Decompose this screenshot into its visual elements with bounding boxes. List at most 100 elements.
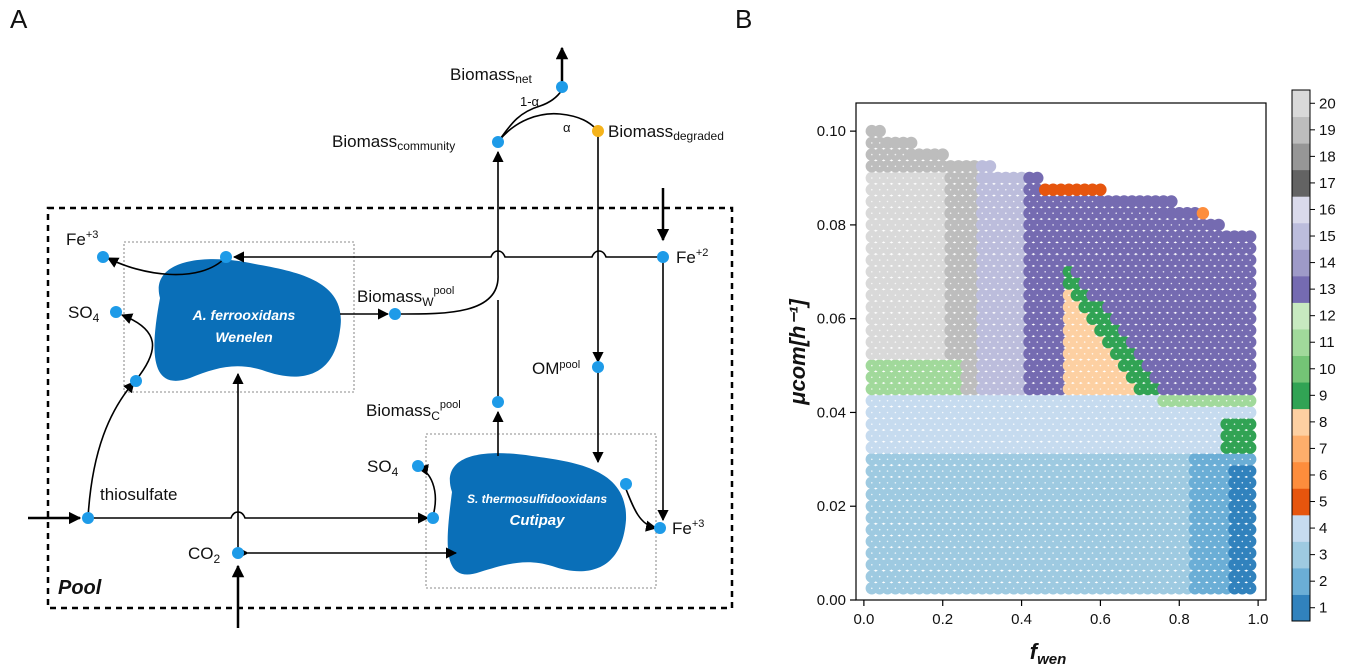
sample-marker [1115, 329, 1117, 332]
sample-marker [1123, 493, 1125, 496]
sample-marker [878, 271, 881, 273]
sample-marker [878, 200, 881, 203]
sample-marker [1249, 505, 1251, 508]
sample-marker [1170, 505, 1173, 508]
community-to-net-edge [497, 89, 563, 143]
sample-marker [1052, 200, 1054, 203]
sample-marker [894, 458, 897, 461]
sample-marker [1194, 329, 1196, 332]
sample-marker [1225, 282, 1228, 285]
sample-marker [1005, 458, 1007, 461]
sample-marker [1146, 259, 1149, 261]
sample-marker [910, 493, 912, 496]
sample-marker [910, 540, 912, 543]
sample-marker [965, 552, 968, 554]
sample-marker [989, 376, 991, 379]
sample-marker [902, 575, 905, 578]
sample-marker [1012, 505, 1015, 508]
fe3-right-node [654, 522, 666, 534]
sample-marker [1052, 212, 1054, 214]
sample-marker [1186, 446, 1188, 449]
sample-marker [1194, 317, 1196, 320]
sample-marker [941, 435, 944, 437]
heatmap-point [1212, 218, 1225, 232]
colorbar-swatch [1292, 249, 1310, 277]
sample-marker [871, 153, 873, 156]
sample-marker [886, 470, 889, 472]
sample-marker [1217, 294, 1220, 297]
sample-marker [1083, 517, 1086, 519]
sample-marker [989, 388, 991, 390]
sample-marker [941, 341, 944, 343]
sample-marker [1099, 282, 1102, 285]
sample-marker [1170, 528, 1173, 531]
sample-marker [1131, 388, 1133, 390]
sample-marker [871, 505, 873, 508]
sample-marker [1052, 341, 1054, 343]
sample-marker [1083, 411, 1086, 414]
colorbar-tick-label: 19 [1319, 122, 1336, 139]
sample-marker [910, 212, 912, 214]
sample-marker [1233, 388, 1236, 390]
sample-marker [1186, 353, 1188, 355]
sample-marker [1020, 540, 1023, 543]
sample-marker [1249, 575, 1251, 578]
sample-marker [1060, 446, 1062, 449]
colorbar-swatch [1292, 116, 1310, 144]
colorbar-swatch [1292, 169, 1310, 197]
sample-marker [1076, 399, 1078, 402]
chart-plot: 0.0 0.2 0.4 0.6 0.8 1.00.000.020.040.060.080.… [785, 102, 1269, 668]
sample-marker [1099, 446, 1102, 449]
sample-marker [871, 235, 873, 238]
sample-marker [997, 458, 999, 461]
sample-marker [1076, 517, 1078, 519]
sample-marker [1139, 294, 1141, 297]
sample-marker [965, 528, 968, 531]
sample-marker [878, 364, 881, 367]
sample-marker [1123, 482, 1125, 484]
sample-marker [886, 329, 889, 332]
sample-marker [965, 259, 968, 261]
sample-marker [965, 575, 968, 578]
sample-marker [1131, 376, 1133, 379]
sample-marker [1076, 458, 1078, 461]
sample-marker [1115, 564, 1117, 566]
sample-marker [941, 247, 944, 250]
sample-marker [1083, 446, 1086, 449]
sample-marker [1115, 282, 1117, 285]
wenelen-to-fe3-edge [107, 256, 227, 276]
sample-marker [1194, 224, 1196, 226]
sample-marker [902, 329, 905, 332]
sample-marker [1178, 552, 1181, 554]
sample-marker [894, 341, 897, 343]
sample-marker [1233, 306, 1236, 308]
cutipay-name: S. thermosulfidooxidans [467, 492, 607, 506]
sample-marker [918, 423, 920, 426]
sample-marker [1178, 306, 1181, 308]
sample-marker [926, 200, 928, 203]
sample-marker [957, 306, 960, 308]
sample-marker [1036, 446, 1039, 449]
sample-marker [1060, 528, 1062, 531]
sample-marker [1083, 575, 1086, 578]
sample-marker [1028, 564, 1031, 566]
sample-marker [1162, 482, 1165, 484]
panel-label-a: A [10, 4, 28, 34]
sample-marker [1202, 271, 1204, 273]
sample-marker [949, 212, 952, 214]
sample-marker [981, 587, 983, 590]
sample-marker [1012, 388, 1015, 390]
sample-marker [1178, 235, 1181, 238]
sample-marker [1052, 482, 1054, 484]
sample-marker [926, 212, 928, 214]
sample-marker [910, 188, 912, 191]
sample-marker [1005, 540, 1007, 543]
sample-marker [1241, 528, 1244, 531]
sample-marker [965, 247, 968, 250]
sample-marker [1249, 306, 1251, 308]
sample-marker [1052, 552, 1054, 554]
sample-marker [1217, 446, 1220, 449]
sample-marker [1028, 493, 1031, 496]
sample-marker [1233, 271, 1236, 273]
sample-marker [926, 446, 928, 449]
